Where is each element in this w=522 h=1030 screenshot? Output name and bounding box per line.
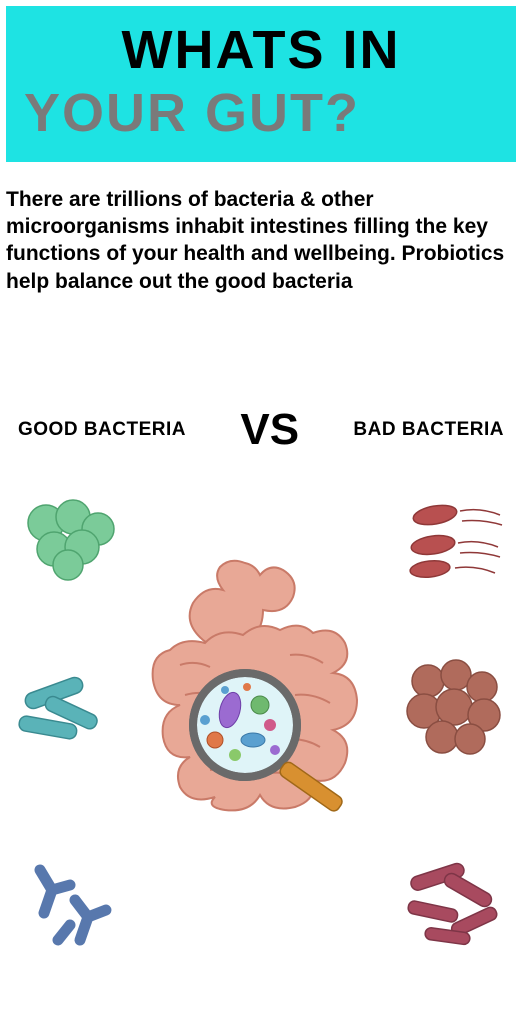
bad-bacteria-2-icon [398, 655, 513, 760]
intro-text: There are trillions of bacteria & other … [0, 168, 522, 295]
good-bacteria-label: GOOD BACTERIA [18, 419, 186, 441]
gut-illustration-icon [135, 555, 385, 815]
good-bacteria-3-icon [20, 855, 120, 955]
illustration-area [0, 485, 522, 985]
bad-bacteria-3-icon [400, 855, 510, 955]
good-bacteria-2-icon [14, 665, 119, 760]
title-line-2: YOUR GUT? [16, 84, 506, 143]
bad-bacteria-1-icon [400, 493, 510, 583]
good-bacteria-1-icon [18, 495, 128, 585]
header-banner: WHATS IN YOUR GUT? [6, 6, 516, 162]
bad-bacteria-label: BAD BACTERIA [353, 419, 504, 441]
title-line-1: WHATS IN [16, 21, 506, 80]
vs-row: GOOD BACTERIA VS BAD BACTERIA [0, 405, 522, 455]
vs-label: VS [240, 405, 299, 455]
